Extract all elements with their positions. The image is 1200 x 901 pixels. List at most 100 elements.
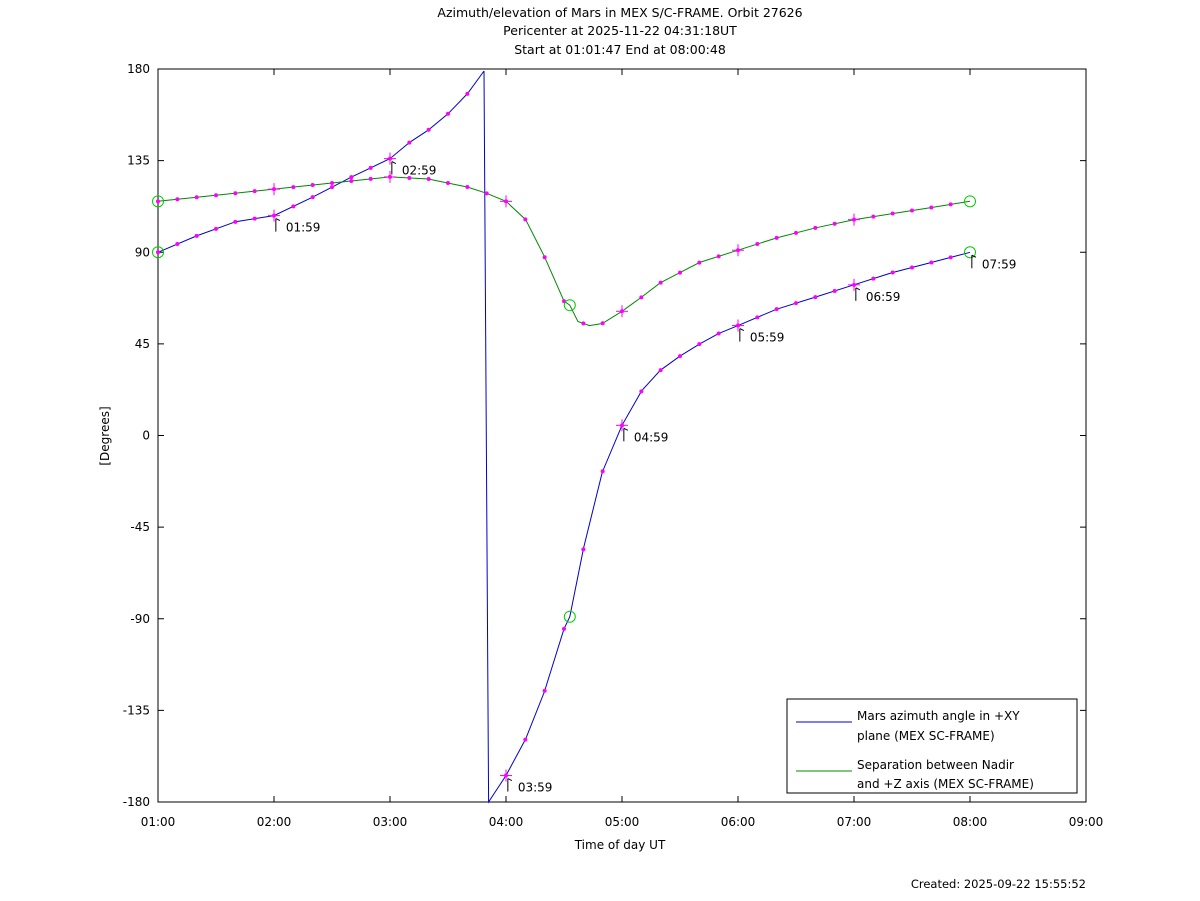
data-point xyxy=(871,214,876,219)
data-point xyxy=(716,254,721,259)
title-line-2: Pericenter at 2025-11-22 04:31:18UT xyxy=(503,23,737,38)
data-point xyxy=(658,280,663,285)
data-point xyxy=(658,368,663,373)
data-point xyxy=(755,315,760,320)
y-axis-label: [Degrees] xyxy=(98,406,112,465)
chart-title: Azimuth/elevation of Mars in MEX S/C-FRA… xyxy=(437,5,802,57)
time-annotation-label: 07:59 xyxy=(982,257,1017,271)
data-point xyxy=(233,219,238,224)
data-point xyxy=(330,181,334,186)
legend-box xyxy=(786,698,1078,794)
event-marker xyxy=(152,246,164,259)
y-tick-label: -135 xyxy=(123,703,150,717)
data-point xyxy=(639,389,644,394)
data-point xyxy=(832,288,837,293)
time-annotation: 05:59 xyxy=(739,328,785,345)
data-point xyxy=(581,547,586,552)
time-annotation: 03:59 xyxy=(507,778,553,795)
data-point xyxy=(774,307,779,312)
hour-marker xyxy=(616,419,628,432)
created-timestamp: Created: 2025-09-22 15:55:52 xyxy=(910,877,1086,891)
data-point xyxy=(407,175,412,180)
title-line-1: Azimuth/elevation of Mars in MEX S/C-FRA… xyxy=(437,5,802,20)
data-point xyxy=(330,185,334,190)
x-axis-label: Time of day UT xyxy=(574,838,666,852)
series-line xyxy=(157,70,485,253)
data-point xyxy=(813,225,818,230)
data-point xyxy=(368,176,373,181)
data-point xyxy=(465,185,470,190)
legend-label: plane (MEX SC-FRAME) xyxy=(857,729,995,743)
series-2 xyxy=(152,170,976,327)
data-point xyxy=(349,178,354,183)
hour-marker xyxy=(500,195,512,208)
event-marker xyxy=(152,195,164,208)
time-annotation: 07:59 xyxy=(971,254,1017,271)
data-point xyxy=(291,204,296,209)
hour-marker xyxy=(500,769,512,782)
data-point xyxy=(697,342,702,347)
event-marker xyxy=(964,246,976,259)
data-point xyxy=(562,626,566,631)
data-point xyxy=(813,295,818,300)
x-tick-label: 05:00 xyxy=(605,815,640,829)
data-point xyxy=(678,354,682,359)
hour-marker xyxy=(384,170,396,183)
time-annotation-label: 05:59 xyxy=(750,331,785,345)
data-point xyxy=(890,270,895,275)
y-tick-label: 135 xyxy=(127,154,150,168)
data-point xyxy=(175,197,180,202)
time-annotation: 06:59 xyxy=(855,287,900,304)
data-point xyxy=(871,276,876,281)
data-point xyxy=(523,737,528,742)
x-tick-label: 03:00 xyxy=(373,815,408,829)
legend-label: Separation between Nadir xyxy=(857,758,1014,772)
data-point xyxy=(214,226,218,231)
time-annotation-label: 02:59 xyxy=(402,164,437,178)
data-point xyxy=(252,189,257,194)
x-tick-label: 07:00 xyxy=(837,815,872,829)
series-1: 01:59 02:59 03:59 04:59 05:59 06:59 07:59 xyxy=(152,70,1017,804)
y-axis: 180 135 90 45 0 -45 -90 -135 -180 xyxy=(123,62,1086,809)
x-tick-label: 02:00 xyxy=(257,815,292,829)
time-annotation-label: 03:59 xyxy=(518,781,553,795)
hour-marker xyxy=(848,278,860,291)
series-line xyxy=(157,176,971,327)
data-point xyxy=(581,321,586,326)
y-tick-label: 90 xyxy=(135,245,150,259)
data-point xyxy=(929,205,934,210)
hour-marker xyxy=(384,152,396,165)
x-tick-label: 06:00 xyxy=(721,815,756,829)
y-tick-label: -180 xyxy=(123,795,150,809)
x-tick-label: 09:00 xyxy=(1069,815,1104,829)
data-point xyxy=(175,242,180,247)
event-marker xyxy=(563,610,576,623)
hour-marker xyxy=(848,213,860,226)
hour-marker xyxy=(268,209,280,222)
data-point xyxy=(678,270,682,275)
series-layer: 01:59 02:59 03:59 04:59 05:59 06:59 07:59 xyxy=(152,70,1017,804)
time-annotation: 04:59 xyxy=(623,427,668,444)
data-point xyxy=(194,233,199,238)
title-line-3: Start at 01:01:47 End at 08:00:48 xyxy=(514,42,726,57)
data-point xyxy=(194,195,199,200)
hour-marker xyxy=(732,244,744,257)
data-point xyxy=(794,301,798,306)
series-line xyxy=(483,70,487,436)
hour-marker xyxy=(268,183,280,196)
data-point xyxy=(542,688,547,693)
legend: Mars azimuth angle in +XY plane (MEX SC-F… xyxy=(786,698,1078,794)
y-tick-label: 45 xyxy=(135,337,150,351)
data-point xyxy=(697,260,702,265)
x-tick-label: 01:00 xyxy=(141,815,176,829)
time-annotation: 02:59 xyxy=(391,161,437,178)
hour-marker xyxy=(732,319,744,332)
data-point xyxy=(446,181,450,186)
y-tick-label: -45 xyxy=(130,520,150,534)
data-point xyxy=(214,193,218,198)
data-point xyxy=(910,265,914,270)
legend-label: Mars azimuth angle in +XY xyxy=(857,709,1020,723)
data-point xyxy=(639,295,644,300)
data-point xyxy=(600,321,605,326)
